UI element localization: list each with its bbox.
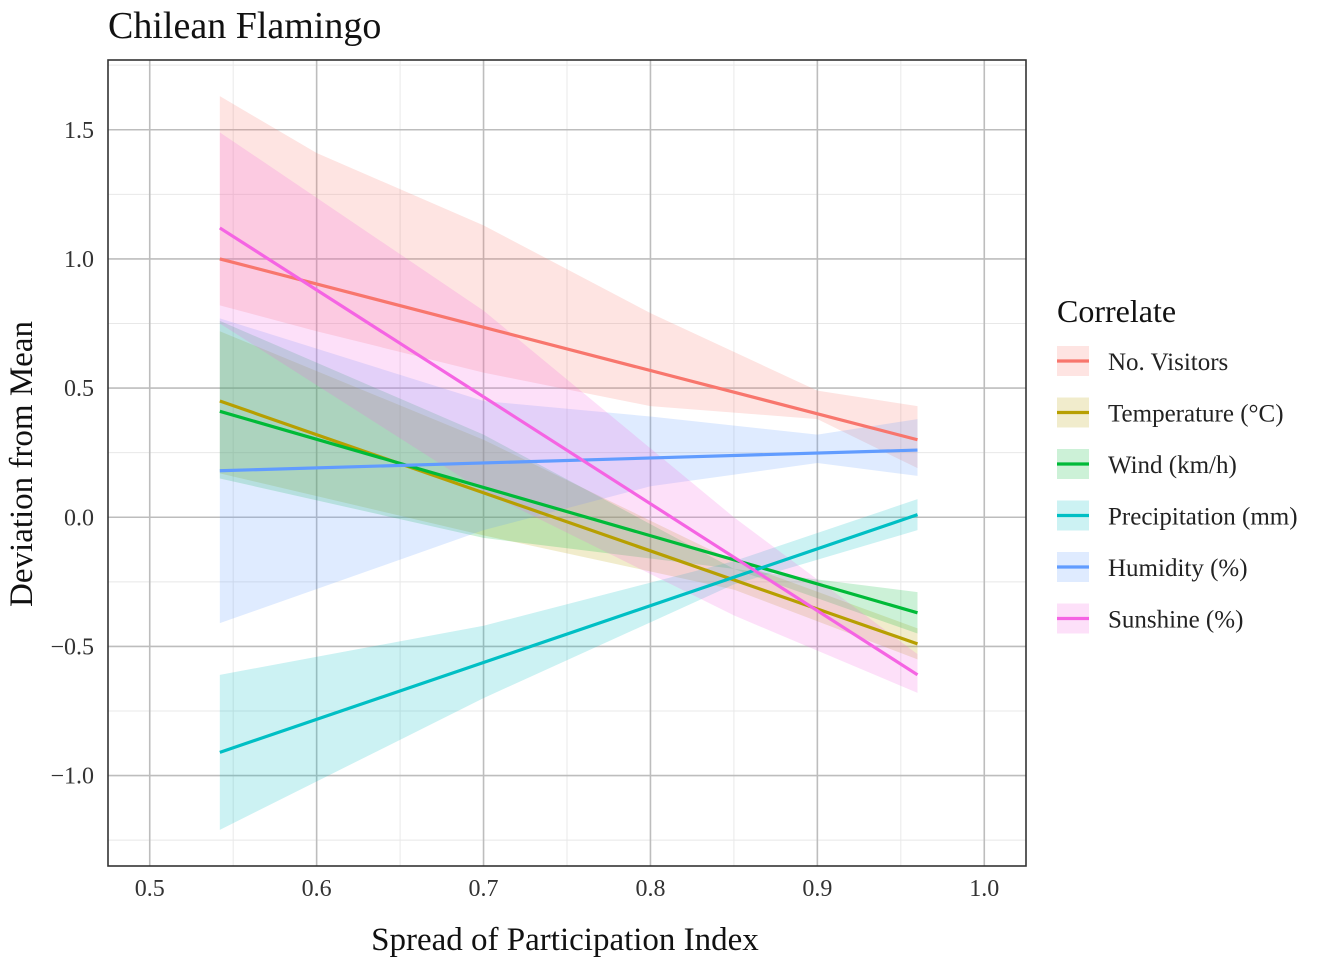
confidence-band-sunshine xyxy=(219,132,918,693)
series-line-sunshine xyxy=(218,226,919,677)
y-tick-label: −1.0 xyxy=(50,764,94,790)
x-tick-label: 0.7 xyxy=(469,876,499,902)
y-tick-label: −0.5 xyxy=(50,634,94,660)
series-line-humidity xyxy=(219,448,918,473)
confidence-band-temperature-c xyxy=(219,331,918,660)
series-line-precipitation-mm xyxy=(219,513,919,754)
series-line-no-visitors xyxy=(219,257,918,442)
panel-border xyxy=(107,59,1027,867)
legend-label-no-visitors: No. Visitors xyxy=(1108,349,1228,376)
series-line-temperature-c xyxy=(219,399,919,646)
y-tick-label: 0.0 xyxy=(64,505,94,531)
legend-label-temperature-c: Temperature (°C) xyxy=(1108,401,1284,428)
confidence-band-humidity xyxy=(219,318,918,624)
y-axis-title: Deviation from Mean xyxy=(4,321,40,607)
y-tick-label: 1.0 xyxy=(64,247,94,273)
x-tick-label: 0.9 xyxy=(802,876,832,902)
confidence-band-wind-km-h xyxy=(219,320,918,634)
legend-label-wind-km-h: Wind (km/h) xyxy=(1108,452,1237,479)
confidence-band-precipitation-mm xyxy=(219,499,918,830)
legend: No. Visitors Temperature (°C) Wind (km/h) P… xyxy=(1057,346,1298,634)
legend-label-humidity: Humidity (%) xyxy=(1108,555,1248,582)
x-tick-label: 0.5 xyxy=(135,876,165,902)
legend-title: Correlate xyxy=(1057,293,1176,329)
legend-label-sunshine: Sunshine (%) xyxy=(1108,607,1243,634)
y-tick-label: 1.5 xyxy=(64,118,94,144)
x-tick-label: 0.8 xyxy=(635,876,665,902)
legend-label-precipitation-mm: Precipitation (mm) xyxy=(1108,504,1298,531)
x-tick-label: 1.0 xyxy=(969,876,999,902)
x-axis-title: Spread of Participation Index xyxy=(371,922,759,958)
chart-title: Chilean Flamingo xyxy=(108,5,381,47)
y-tick-label: 0.5 xyxy=(64,376,94,402)
series-line-wind-km-h xyxy=(219,409,918,615)
x-tick-label: 0.6 xyxy=(302,876,332,902)
plot-area: 0.5 0.6 0.7 0.8 0.9 1.0 −1.0 −0.5 0.0 0.5 1.0 1.5 xyxy=(50,59,1027,902)
confidence-band-no-visitors xyxy=(219,96,918,469)
